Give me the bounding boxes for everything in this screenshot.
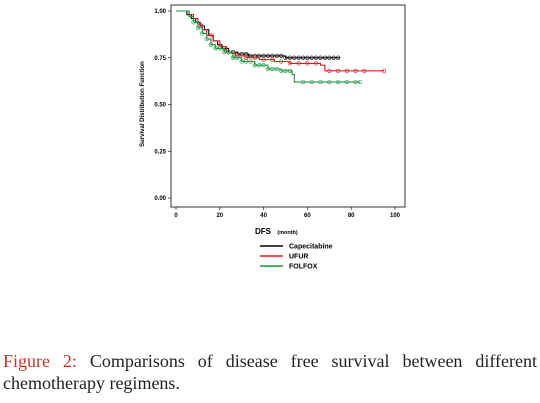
censor-marker-folfox	[200, 31, 205, 36]
x-axis-title-main: DFS	[255, 227, 272, 236]
censor-marker-capecitabine	[322, 55, 328, 60]
censor-marker-folfox	[357, 79, 363, 85]
censor-marker-ufur	[335, 68, 341, 73]
censor-marker-folfox	[318, 79, 323, 85]
censor-marker-folfox	[243, 59, 249, 64]
censor-marker-capecitabine	[279, 53, 284, 58]
x-tick-label: 100	[390, 213, 401, 219]
censor-marker-capecitabine	[309, 55, 314, 60]
y-tick-label: 1.00	[154, 9, 166, 15]
legend-label-folfox: FOLFOX	[289, 264, 318, 271]
censor-marker-folfox	[222, 50, 227, 55]
censor-marker-capecitabine	[318, 55, 323, 60]
y-tick-label: 0.50	[154, 103, 166, 109]
censor-marker-ufur	[270, 57, 275, 62]
censor-marker-folfox	[300, 79, 306, 85]
censor-marker-ufur	[353, 68, 358, 73]
censor-marker-ufur	[305, 61, 310, 66]
censor-marker-ufur	[314, 61, 319, 66]
censor-marker-ufur	[279, 59, 284, 64]
legend-label-capecitabine: Capecitabine	[289, 244, 333, 251]
plot-frame	[170, 4, 406, 208]
censor-marker-ufur	[296, 61, 301, 66]
censor-marker-folfox	[353, 79, 358, 85]
y-axis-title: Survival Distribution Function	[140, 61, 146, 147]
x-axis-title-unit: (month)	[277, 230, 298, 236]
censor-marker-folfox	[283, 68, 288, 73]
legend: Capecitabine UFUR FOLFOX	[260, 244, 333, 271]
censor-marker-folfox	[208, 42, 214, 47]
censor-marker-capecitabine	[331, 55, 336, 60]
tick-labels: 0 20 40 60 80 100 0.00 0.25 0.50 0.75 1.00	[154, 9, 400, 219]
censor-marker-capecitabine	[327, 55, 332, 60]
censor-marker-folfox	[226, 50, 231, 55]
censor-marker-capecitabine	[265, 53, 271, 58]
censor-marker-folfox	[279, 68, 284, 73]
censor-marker-ufur	[287, 61, 292, 66]
legend-label-ufur: UFUR	[289, 254, 308, 261]
censor-marker-folfox	[239, 59, 244, 64]
figure-caption: Figure 2: Comparisons of disease free su…	[3, 350, 537, 394]
censor-marker-folfox	[335, 79, 341, 85]
x-tick-label: 80	[348, 213, 355, 219]
censor-marker-folfox	[191, 20, 196, 25]
censor-marker-folfox	[230, 55, 236, 60]
censor-marker-capecitabine	[300, 55, 306, 60]
censor-marker-folfox	[261, 63, 266, 68]
x-tick-label: 60	[304, 213, 311, 219]
series-line-folfox	[176, 10, 360, 83]
censor-marker-capecitabine	[274, 53, 279, 58]
censor-marker-folfox	[287, 68, 292, 73]
censor-marker-ufur	[252, 55, 257, 60]
x-tick-label: 0	[174, 213, 178, 219]
survival-chart: 0 20 40 60 80 100 0.00 0.25 0.50 0.75 1.00 Surviva…	[140, 4, 406, 271]
censor-marker-folfox	[309, 79, 314, 85]
caption-label: Figure 2:	[3, 351, 77, 371]
censor-marker-capecitabine	[283, 55, 288, 60]
censor-marker-folfox	[252, 63, 257, 68]
censor-marker-ufur	[261, 57, 266, 62]
censor-marker-ufur	[362, 68, 367, 73]
censor-marker-ufur	[344, 68, 349, 73]
axes	[170, 4, 406, 208]
y-tick-label: 0.00	[154, 196, 166, 202]
censor-marker-capecitabine	[292, 55, 297, 60]
censor-marker-folfox	[270, 66, 275, 72]
x-tick-label: 20	[216, 213, 223, 219]
censor-marker-folfox	[265, 66, 271, 72]
y-tick-label: 0.75	[154, 56, 166, 62]
censor-marker-capecitabine	[296, 55, 301, 60]
caption-text: Comparisons of disease free survival bet…	[3, 351, 538, 393]
censor-marker-ufur	[208, 33, 214, 38]
series-lines	[176, 10, 387, 85]
censor-marker-ufur	[327, 68, 332, 73]
censor-marker-folfox	[213, 46, 218, 51]
censor-marker-folfox	[248, 59, 253, 64]
censor-marker-folfox	[195, 25, 200, 30]
censor-marker-capecitabine	[335, 55, 341, 60]
censor-marker-folfox	[274, 66, 279, 72]
censor-marker-folfox	[327, 79, 332, 85]
censor-marker-folfox	[235, 55, 240, 60]
y-tick-label: 0.25	[154, 149, 166, 155]
censor-marker-ufur	[381, 68, 387, 73]
censor-marker-folfox	[257, 63, 262, 68]
censor-marker-folfox	[204, 36, 209, 42]
x-axis-title: DFS (month)	[255, 227, 298, 236]
series-line-ufur	[176, 10, 384, 72]
censor-marker-capecitabine	[314, 55, 319, 60]
censor-marker-folfox	[344, 79, 349, 85]
censor-marker-capecitabine	[287, 55, 292, 60]
censor-marker-capecitabine	[305, 55, 310, 60]
censor-marker-folfox	[217, 46, 222, 51]
x-tick-label: 40	[260, 213, 267, 219]
